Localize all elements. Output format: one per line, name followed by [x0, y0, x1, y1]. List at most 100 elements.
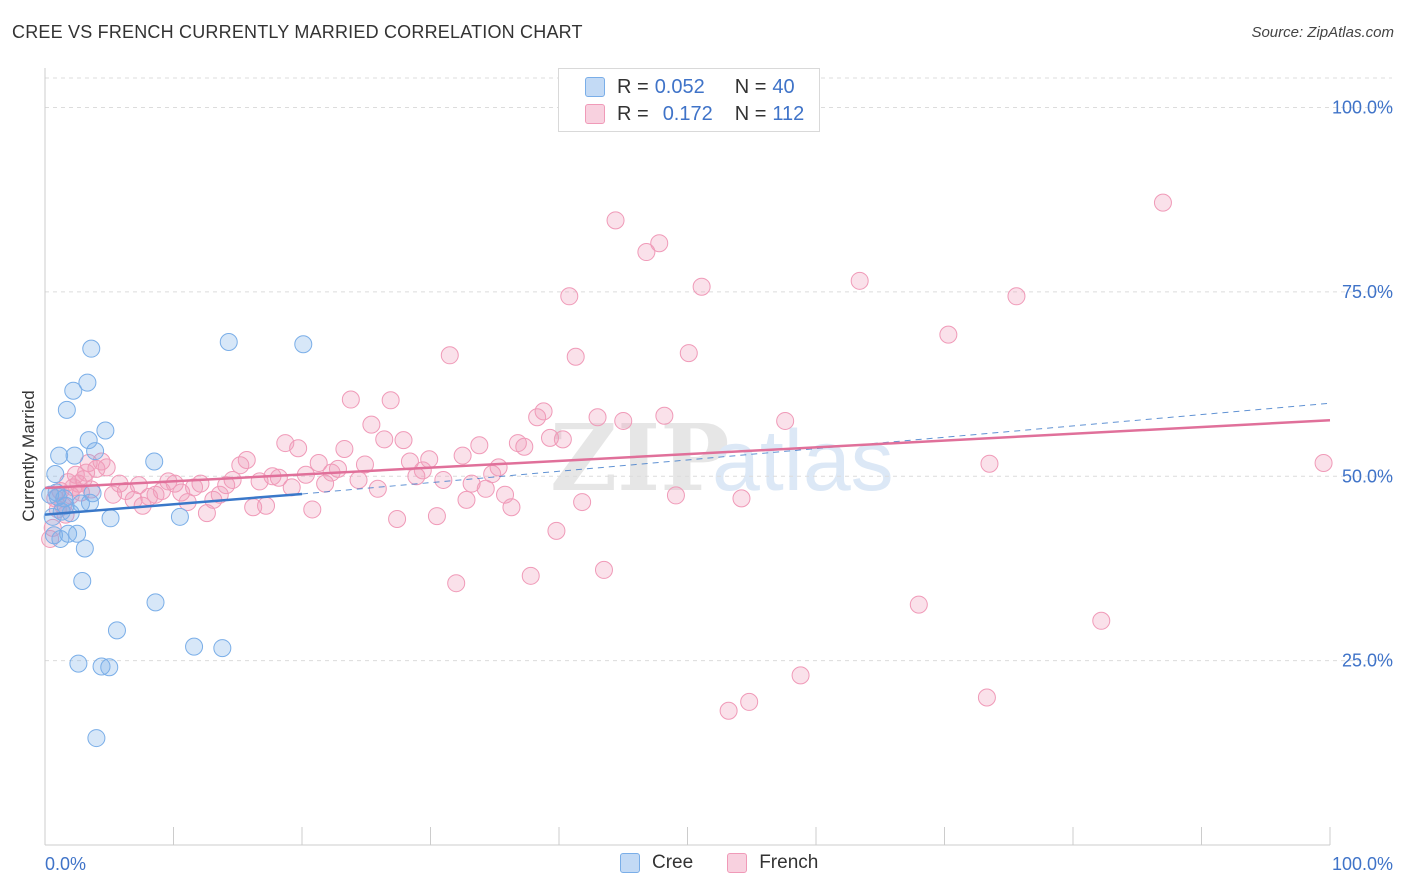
french-point — [457, 490, 476, 509]
cree-point — [213, 639, 232, 658]
y-tick-label: 75.0% — [1342, 282, 1393, 302]
french-point — [515, 437, 534, 456]
cree-point — [87, 729, 106, 748]
series-legend-item-cree[interactable]: Cree — [620, 852, 693, 874]
cree-point — [146, 593, 165, 612]
french-point — [453, 446, 472, 465]
legend-r-value: 0.052 — [654, 75, 705, 98]
french-point — [237, 451, 256, 470]
legend-r-label: R = — [617, 75, 649, 98]
french-point — [977, 688, 996, 707]
french-point — [335, 439, 354, 458]
french-point — [427, 507, 446, 526]
french-point — [129, 476, 148, 495]
french-point — [541, 428, 560, 447]
legend-swatch-cree — [585, 77, 605, 97]
french-point — [850, 271, 869, 290]
cree-point — [79, 431, 98, 450]
french-point — [309, 453, 328, 472]
legend-n-label: N = — [734, 102, 767, 125]
cree-point — [82, 339, 101, 358]
french-point — [191, 474, 210, 493]
french-point — [489, 458, 508, 477]
source-label: Source: ZipAtlas.com — [1251, 24, 1394, 41]
french-point — [594, 560, 613, 579]
french-point — [420, 450, 439, 469]
french-point — [388, 510, 407, 529]
cree-point — [86, 442, 105, 461]
series-legend-label: Cree — [652, 852, 694, 873]
french-point — [776, 411, 795, 430]
cree-point — [107, 621, 126, 640]
series-swatch-french — [727, 853, 748, 873]
cree-point — [64, 381, 83, 400]
french-point — [97, 458, 116, 477]
french-point — [980, 454, 999, 473]
french-point — [289, 439, 308, 458]
french-point — [349, 470, 368, 489]
y-tick-label: 50.0% — [1342, 466, 1393, 486]
french-point — [355, 455, 374, 474]
french-point — [257, 496, 276, 515]
legend-row-cree: R = 0.052 N = 40 — [585, 74, 795, 100]
french-point — [719, 701, 738, 720]
legend-row-french: R = 0.172 N = 112 — [585, 101, 804, 127]
cree-point — [185, 637, 204, 656]
french-point — [210, 485, 229, 504]
french-point — [375, 430, 394, 449]
x-tick-label-max: 100.0% — [1332, 854, 1393, 874]
cree-point — [69, 654, 88, 673]
french-point — [521, 566, 540, 585]
watermark-atlas: atlas — [712, 413, 894, 509]
french-point — [165, 474, 184, 493]
legend-n-label: N = — [734, 75, 767, 98]
french-point — [413, 461, 432, 480]
y-axis-label: Currently Married — [19, 390, 38, 521]
y-tick-label: 25.0% — [1342, 651, 1393, 671]
french-point — [368, 479, 387, 498]
french-point — [573, 493, 592, 512]
series-legend-item-french[interactable]: French — [727, 852, 818, 874]
x-tick-label-min: 0.0% — [45, 854, 86, 874]
french-point — [614, 411, 633, 430]
legend-swatch-french — [585, 104, 605, 124]
french-point — [1314, 453, 1333, 472]
cree-point — [46, 465, 65, 484]
french-point — [666, 486, 685, 505]
y-tick-label: 100.0% — [1332, 98, 1393, 118]
cree-point — [83, 484, 102, 503]
french-point — [606, 211, 625, 230]
french-point — [1153, 193, 1172, 212]
cree-point — [73, 571, 92, 590]
cree-point — [170, 507, 189, 526]
legend-r-value: 0.172 — [662, 102, 713, 125]
cree-trend-extension — [301, 402, 1331, 495]
french-point — [381, 391, 400, 410]
french-point — [303, 500, 322, 519]
french-point — [223, 470, 242, 489]
french-point — [434, 470, 453, 489]
legend-n-value: 112 — [772, 102, 805, 125]
french-point — [679, 344, 698, 363]
french-point — [341, 390, 360, 409]
french-point — [560, 287, 579, 306]
french-point — [197, 504, 216, 523]
french-point — [791, 666, 810, 685]
cree-point — [50, 446, 69, 465]
cree-point — [65, 446, 84, 465]
french-point — [362, 415, 381, 434]
french-point — [692, 277, 711, 296]
series-swatch-cree — [620, 853, 640, 873]
french-point — [939, 325, 958, 344]
french-point — [269, 468, 288, 487]
cree-point — [78, 373, 97, 392]
french-point — [447, 574, 466, 593]
french-point — [909, 595, 928, 614]
french-point — [328, 459, 347, 478]
cree-point — [96, 421, 115, 440]
cree-point — [101, 509, 120, 528]
french-point — [637, 243, 656, 262]
french-point — [440, 346, 459, 365]
french-point — [740, 692, 759, 711]
